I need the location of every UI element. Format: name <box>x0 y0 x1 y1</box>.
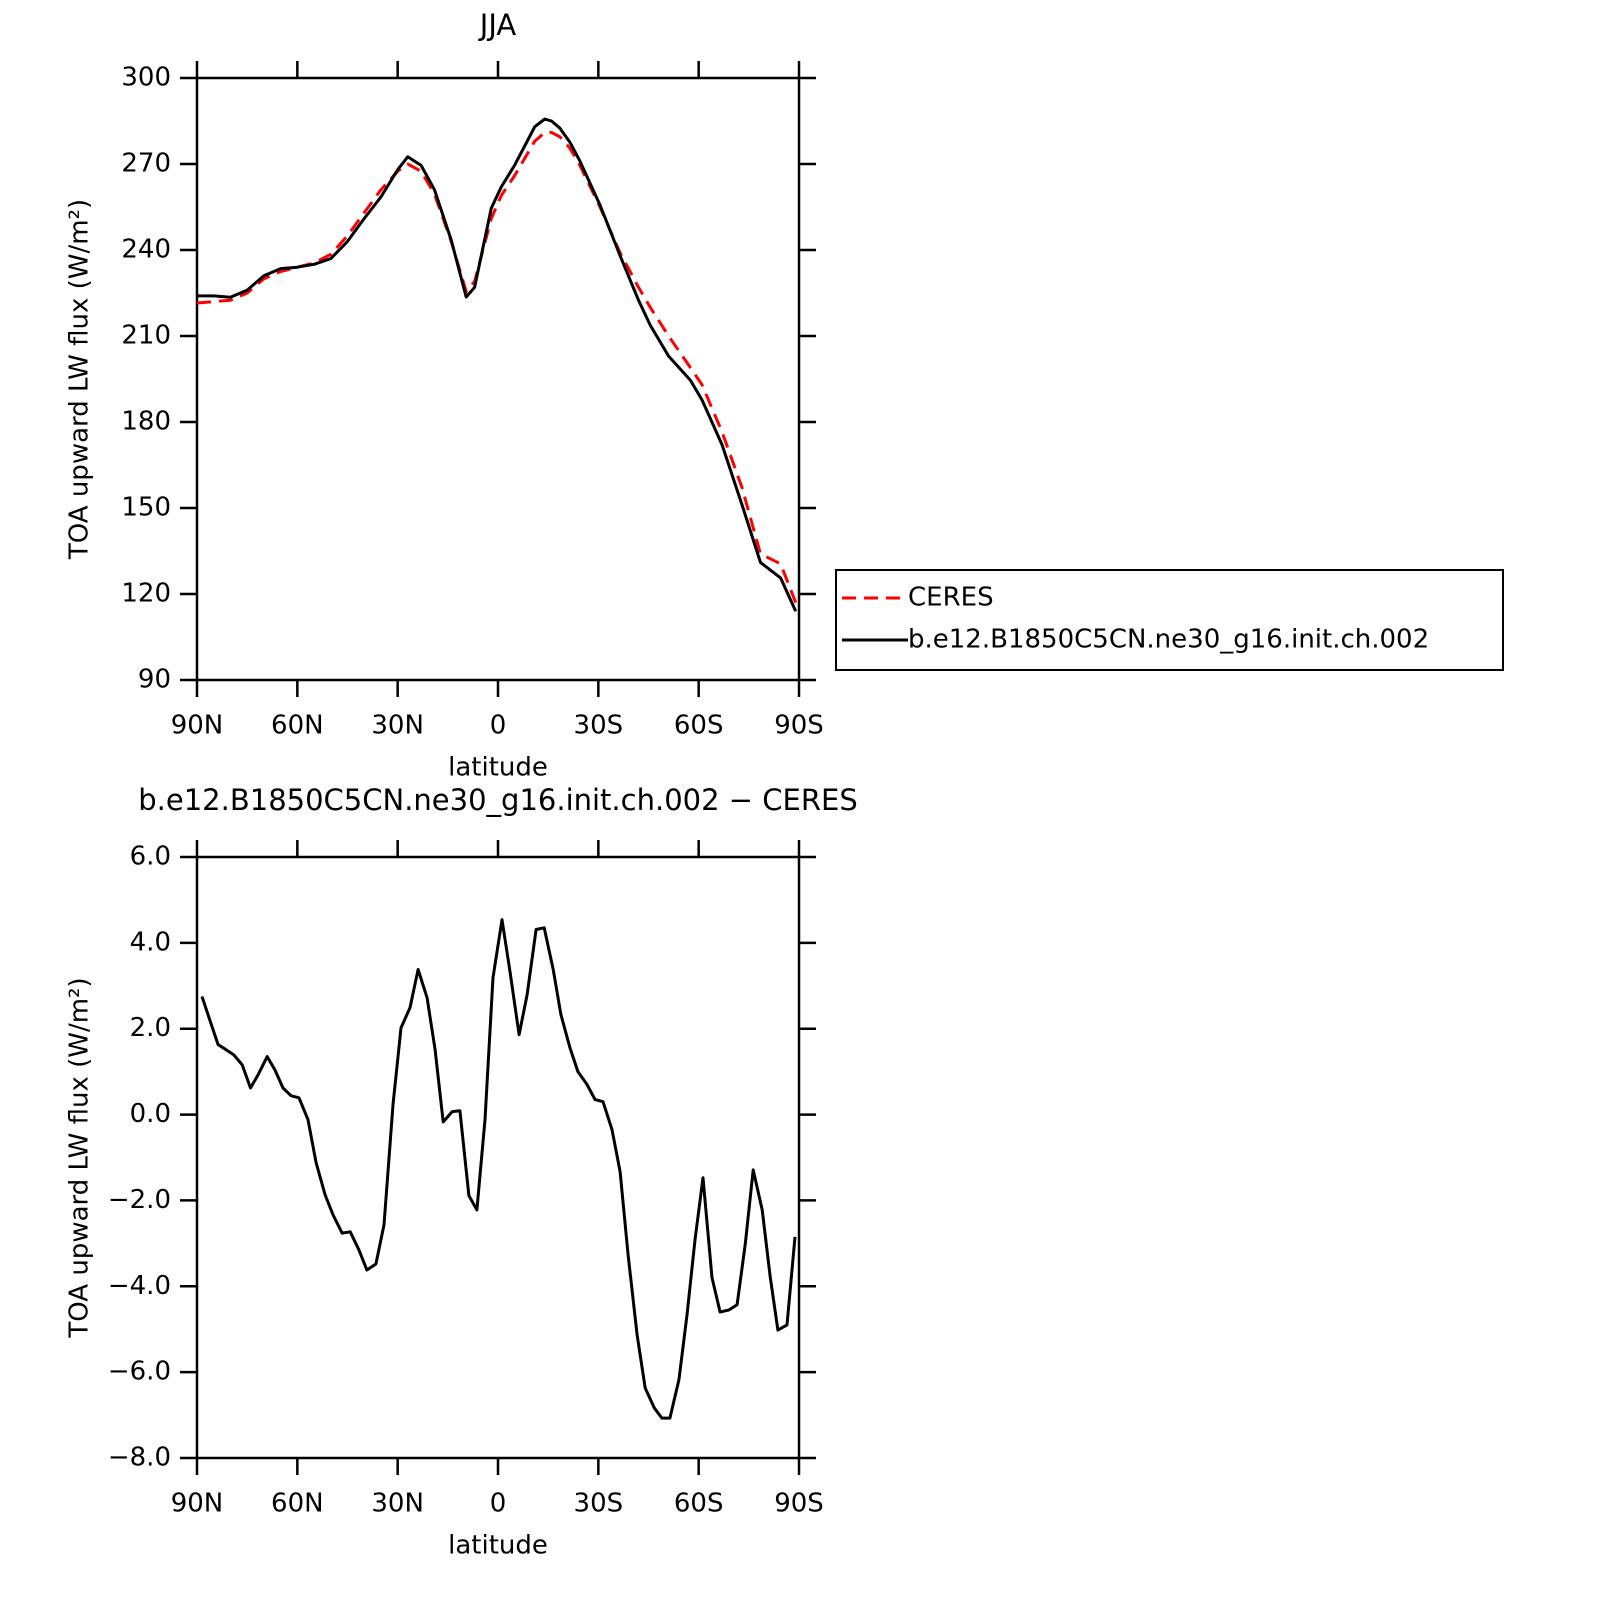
series-line <box>196 131 798 604</box>
series-line <box>200 918 797 1420</box>
y-tick-label: 300 <box>121 63 171 93</box>
x-tick-label: 90N <box>171 1489 224 1519</box>
y-tick-label: 2.0 <box>130 1013 171 1043</box>
panel: b.e12.B1850C5CN.ne30_g16.init.ch.002 − C… <box>65 783 858 1561</box>
y-axis-label: TOA upward LW flux (W/m²) <box>65 977 95 1338</box>
legend-label: CERES <box>908 583 994 613</box>
x-axis-label: latitude <box>448 1531 548 1561</box>
y-tick-label: 150 <box>121 493 171 523</box>
x-tick-label: 30N <box>371 1489 424 1519</box>
legend-box <box>835 569 1504 671</box>
y-tick-label: −8.0 <box>108 1443 171 1473</box>
y-tick-label: −6.0 <box>108 1357 171 1387</box>
y-tick-label: 90 <box>138 665 171 695</box>
y-tick-label: −4.0 <box>108 1271 171 1301</box>
chart-title: JJA <box>478 8 517 42</box>
y-axis-label: TOA upward LW flux (W/m²) <box>65 199 95 560</box>
x-tick-label: 30S <box>574 1489 624 1519</box>
x-tick-label: 30S <box>574 711 624 741</box>
x-tick-label: 0 <box>490 711 507 741</box>
x-tick-label: 60S <box>674 711 724 741</box>
chart-title: b.e12.B1850C5CN.ne30_g16.init.ch.002 − C… <box>138 783 857 817</box>
y-tick-label: 270 <box>121 149 171 179</box>
series-line <box>197 117 798 612</box>
x-tick-label: 60S <box>674 1489 724 1519</box>
y-tick-label: 120 <box>121 579 171 609</box>
y-tick-label: 0.0 <box>130 1099 171 1129</box>
x-tick-label: 60N <box>271 1489 324 1519</box>
y-tick-label: −2.0 <box>108 1185 171 1215</box>
legend-label: b.e12.B1850C5CN.ne30_g16.init.ch.002 <box>908 625 1429 655</box>
plot-frame <box>195 76 801 682</box>
y-tick-label: 180 <box>121 407 171 437</box>
y-tick-label: 210 <box>121 321 171 351</box>
x-tick-label: 60N <box>271 711 324 741</box>
x-tick-label: 30N <box>371 711 424 741</box>
x-tick-label: 0 <box>490 1489 507 1519</box>
x-tick-label: 90S <box>774 1489 824 1519</box>
x-axis-label: latitude <box>448 753 548 783</box>
y-tick-label: 4.0 <box>130 927 171 957</box>
x-tick-label: 90S <box>774 711 824 741</box>
panel: JJA 90 120 150 180 210 240 270 300 90N 60N 30N 0 30S 6… <box>65 8 1504 783</box>
x-tick-label: 90N <box>171 711 224 741</box>
y-tick-label: 240 <box>121 235 171 265</box>
y-tick-label: 6.0 <box>130 842 171 872</box>
